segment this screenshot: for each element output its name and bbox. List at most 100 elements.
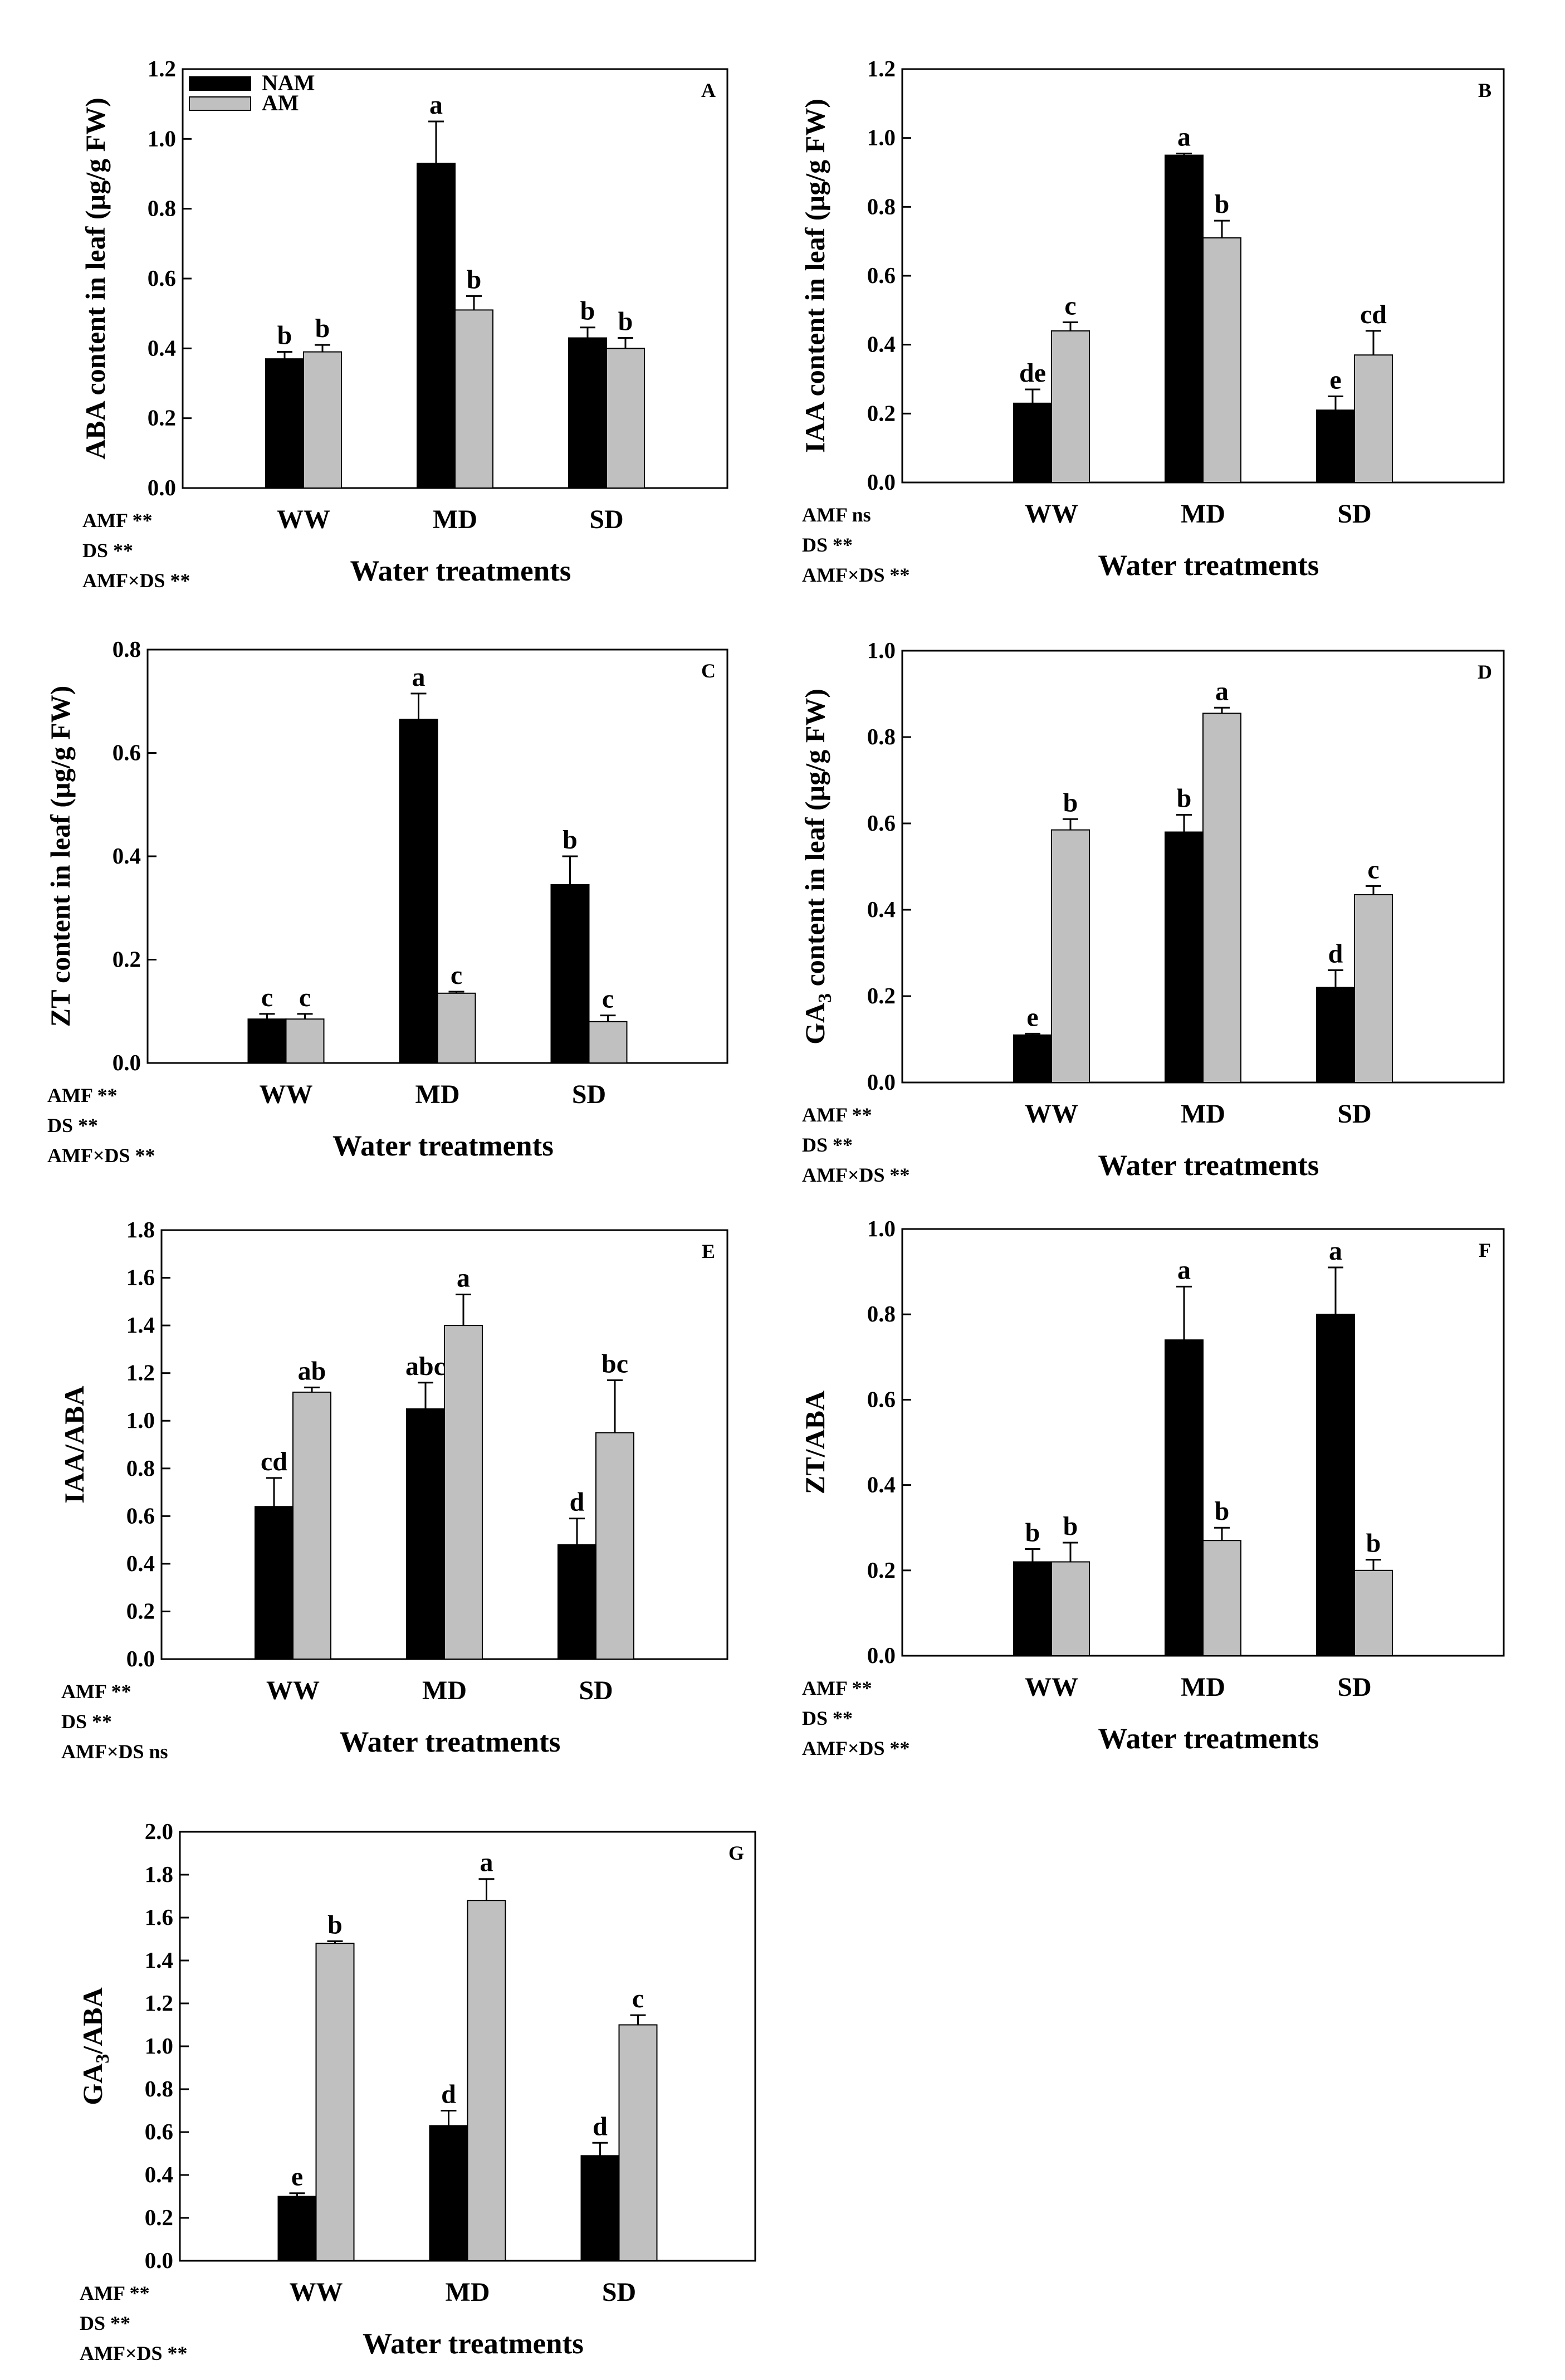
chart-panel-g: 0.0 0.2 0.4 0.6 0.8 1.0 1.2 1.4 1.6 1.8 2.0 Ge b WW d a… (77, 1818, 756, 2364)
significance-letter: d (593, 2111, 608, 2141)
bar-nam-sd (557, 1544, 596, 1660)
panel-letter: A (701, 79, 716, 101)
significance-letter: d (570, 1488, 585, 1517)
y-tick-label: 0.6 (126, 1503, 155, 1528)
anova-stat: DS ** (802, 1707, 853, 1729)
bar-nam-sd (568, 337, 607, 489)
significance-letter: cd (261, 1447, 287, 1476)
bar-nam-md (1165, 831, 1204, 1083)
bar-nam-ww (277, 2196, 317, 2261)
significance-letter: b (327, 1910, 343, 1939)
y-tick-label: 1.0 (867, 1216, 896, 1241)
bar-am-sd (618, 2024, 658, 2261)
anova-stat: AMF ** (61, 1680, 131, 1703)
anova-stat: AMF ** (802, 1677, 872, 1699)
significance-letter: c (299, 983, 311, 1012)
y-tick-label: 0.2 (113, 947, 141, 972)
significance-letter: d (1328, 939, 1343, 969)
y-tick-label: 0.8 (148, 196, 176, 221)
y-tick-label: 0.4 (867, 896, 896, 922)
x-category-label: SD (602, 2277, 636, 2307)
x-category-label: WW (277, 505, 330, 534)
bar-am-md (454, 309, 493, 489)
y-tick-label: 0.8 (145, 2076, 173, 2101)
bar-am-sd (606, 348, 645, 489)
y-tick-label: 1.8 (145, 1861, 173, 1887)
x-axis-title: Water treatments (363, 2328, 584, 2360)
y-tick-label: 1.2 (148, 56, 176, 81)
bar-am-ww (303, 351, 342, 489)
significance-letter: b (1215, 1496, 1230, 1526)
x-category-label: MD (422, 1676, 467, 1705)
significance-letter: c (451, 960, 462, 990)
y-tick-label: 1.6 (126, 1265, 155, 1290)
significance-letter: b (315, 314, 330, 343)
anova-stat: AMF×DS ** (82, 569, 190, 592)
x-axis-title: Water treatments (1098, 549, 1319, 582)
panel-letter: F (1479, 1239, 1491, 1261)
x-category-label: MD (446, 2277, 490, 2307)
significance-letter: a (412, 662, 426, 692)
legend-swatch-nam (189, 76, 251, 91)
significance-letter: c (1064, 291, 1076, 320)
significance-letter: cd (1360, 300, 1387, 329)
panel-letter: G (728, 1842, 744, 1864)
y-axis-title: IAA/ABA (58, 1386, 90, 1503)
legend-label: AM (262, 90, 299, 115)
y-tick-label: 0.2 (148, 405, 176, 431)
significance-letter: de (1019, 358, 1046, 388)
x-category-label: WW (1025, 1099, 1078, 1129)
bar-am-ww (285, 1018, 325, 1064)
y-tick-label: 0.0 (145, 2247, 173, 2273)
bar-am-md (437, 992, 476, 1064)
anova-stat: AMF×DS ** (802, 564, 910, 586)
y-tick-label: 1.6 (145, 1904, 173, 1930)
significance-letter: c (602, 984, 614, 1014)
bar-nam-md (417, 163, 456, 489)
y-tick-label: 0.0 (867, 1069, 896, 1095)
significance-letter: c (1367, 855, 1379, 884)
anova-stat: DS ** (82, 539, 133, 562)
x-category-label: SD (579, 1676, 613, 1705)
bar-am-md (1202, 713, 1241, 1083)
y-tick-label: 0.4 (867, 331, 896, 357)
significance-letter: b (277, 321, 292, 350)
bar-nam-ww (247, 1018, 287, 1064)
significance-letter: b (1063, 1511, 1078, 1541)
significance-letter: c (261, 983, 273, 1012)
y-tick-label: 1.4 (145, 1947, 173, 1973)
bar-am-ww (1051, 1561, 1090, 1656)
y-tick-label: 0.4 (867, 1472, 896, 1498)
y-tick-label: 1.0 (126, 1407, 155, 1433)
significance-letter: a (1329, 1236, 1342, 1266)
bar-nam-md (429, 2125, 468, 2261)
legend-label: NAM (262, 70, 315, 95)
significance-letter: c (632, 1984, 644, 2013)
x-category-label: SD (1337, 1672, 1371, 1702)
significance-letter: b (1366, 1529, 1381, 1558)
anova-stat: DS ** (80, 2312, 130, 2334)
y-tick-label: 0.2 (867, 400, 896, 426)
y-tick-label: 0.0 (148, 475, 176, 500)
chart-panel-e: 0.00.20.40.60.81.01.21.41.61.8EcdabWWabc… (58, 1217, 728, 1763)
y-tick-label: 0.0 (113, 1050, 141, 1075)
x-category-label: WW (290, 2277, 343, 2307)
y-tick-label: 1.2 (126, 1360, 155, 1386)
anova-stat: AMF×DS ns (61, 1740, 168, 1763)
y-axis-title: GA3/ABA (77, 1987, 113, 2105)
y-tick-label: 1.2 (145, 1990, 173, 2016)
y-tick-label: 1.0 (867, 637, 896, 663)
y-tick-label: 0.6 (145, 2119, 173, 2144)
legend-swatch-am (189, 96, 251, 111)
y-tick-label: 0.6 (867, 262, 896, 288)
bar-nam-sd (580, 2155, 620, 2262)
anova-stat: AMF×DS ** (80, 2342, 188, 2364)
significance-letter: a (1177, 1255, 1191, 1285)
y-tick-label: 0.2 (145, 2205, 173, 2230)
anova-stat: AMF×DS ** (47, 1144, 155, 1167)
x-category-label: MD (415, 1080, 460, 1109)
y-tick-label: 0.0 (867, 1642, 896, 1668)
anova-stat: AMF ** (47, 1084, 118, 1106)
panel-letter: B (1478, 79, 1491, 101)
